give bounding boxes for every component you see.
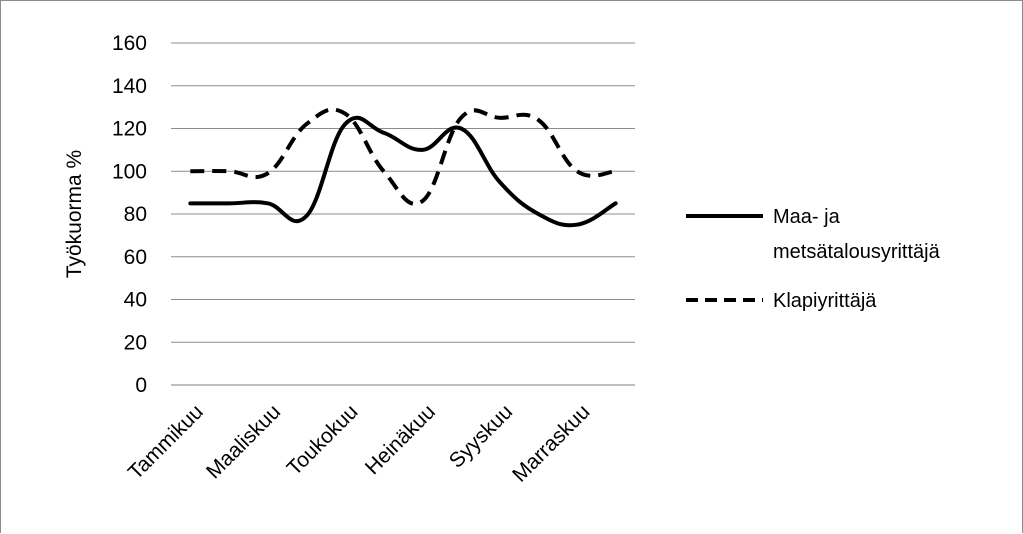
y-tick-label: 160 [112,32,147,55]
gridlines [171,42,635,386]
x-tick-label: Tammikuu [124,400,208,484]
x-tick-label: Syyskuu [445,400,517,472]
legend-item-1: Maa- ja metsätalousyrittäjä [686,206,941,263]
x-tick-label: Marraskuu [508,400,594,486]
legend: Maa- ja metsätalousyrittäjä Klapiyrittäjä [686,206,941,312]
series-lines [188,107,618,228]
y-tick-labels: 0 20 40 60 80 100 120 140 160 [112,32,147,397]
legend-label: metsätalousyrittäjä [773,241,941,263]
y-tick-label: 60 [124,246,147,269]
y-tick-label: 40 [124,289,147,312]
y-axis-title: Työkuorma % [63,150,86,278]
y-tick-label: 20 [124,331,147,354]
y-tick-label: 120 [112,118,147,141]
y-tick-label: 140 [112,75,147,98]
series-line-2 [190,107,616,206]
legend-item-2: Klapiyrittäjä [686,290,877,312]
legend-label: Klapiyrittäjä [773,290,877,312]
x-tick-label: Toukokuu [283,400,363,480]
y-tick-label: 80 [124,203,147,226]
x-tick-label: Heinäkuu [361,400,440,479]
series-line-1 [188,115,618,228]
legend-label: Maa- ja [773,206,841,228]
x-tick-label: Maaliskuu [202,400,285,483]
y-tick-label: 0 [135,374,147,397]
y-tick-label: 100 [112,160,147,183]
